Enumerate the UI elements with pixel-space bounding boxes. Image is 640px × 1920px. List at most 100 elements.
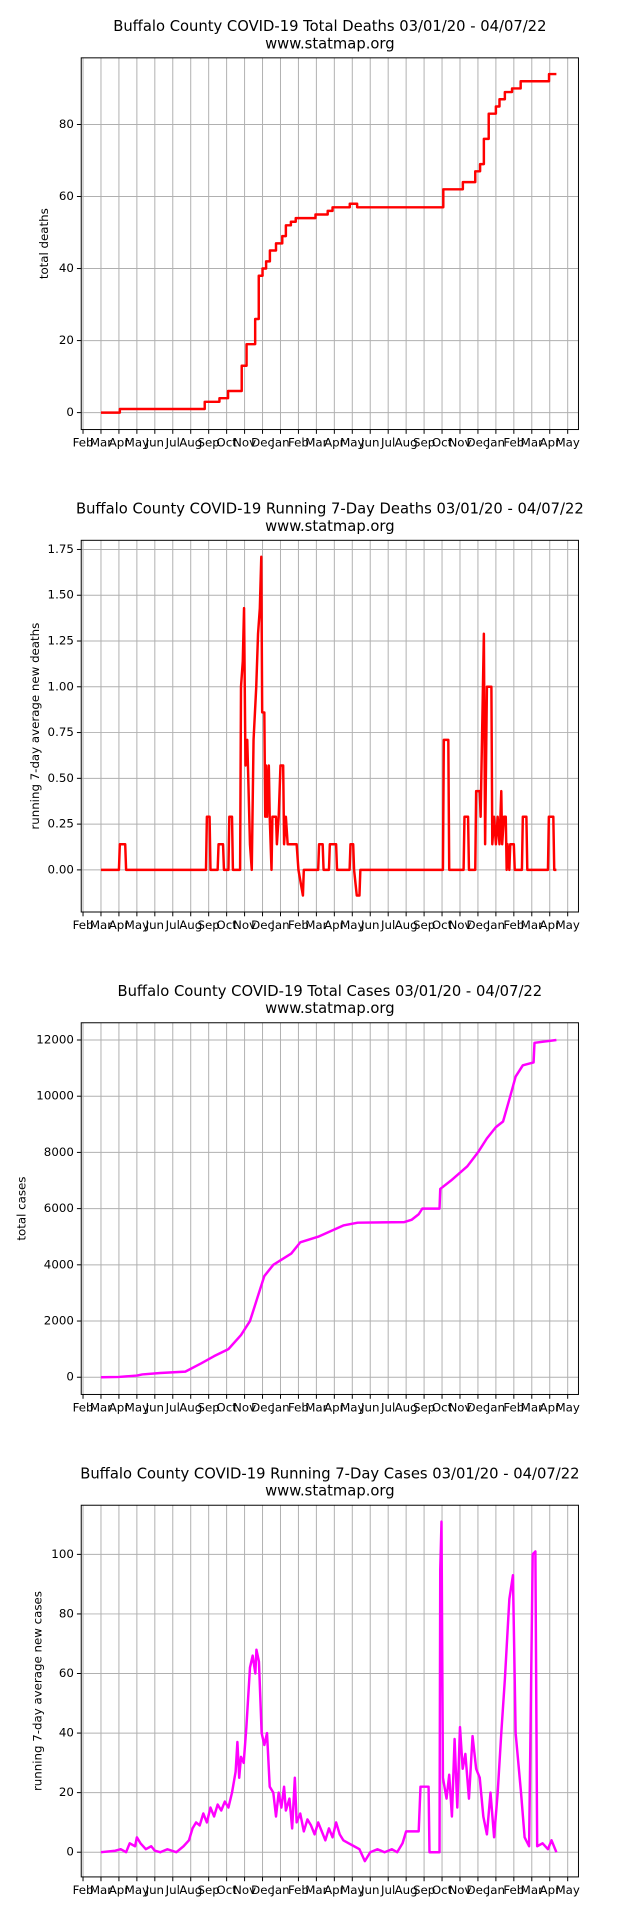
x-tick-label: Sep	[198, 436, 220, 450]
x-tick-label: May	[340, 1883, 364, 1897]
x-tick-label: Oct	[216, 1400, 237, 1414]
x-tick-label: Jul	[380, 436, 395, 450]
x-tick-label: Oct	[432, 1883, 453, 1897]
x-tick-label: Mar	[521, 918, 543, 932]
x-tick-label: Jun	[145, 436, 164, 450]
y-tick-label: 1.50	[48, 588, 74, 602]
x-tick-label: Feb	[503, 1883, 524, 1897]
x-tick-label: Jan	[270, 1400, 289, 1414]
x-tick-label: May	[555, 1400, 579, 1414]
x-tick-label: Jan	[486, 918, 505, 932]
x-tick-label: Feb	[73, 918, 94, 932]
y-tick-label: 80	[59, 117, 74, 131]
x-tick-label: Mar	[305, 1883, 327, 1897]
x-tick-label: Feb	[288, 1400, 309, 1414]
x-tick-label: Apr	[109, 436, 130, 450]
y-tick-label: 1.75	[48, 542, 74, 556]
y-tick-label: 80	[59, 1606, 74, 1620]
x-tick-label: May	[125, 1883, 149, 1897]
x-tick-label: Aug	[179, 436, 202, 450]
x-tick-label: Feb	[73, 436, 94, 450]
x-tick-label: Sep	[413, 436, 435, 450]
x-tick-label: Apr	[109, 918, 130, 932]
y-tick-label: 0.25	[48, 817, 74, 831]
x-tick-label: Dec	[251, 918, 274, 932]
x-tick-label: Mar	[521, 436, 543, 450]
x-tick-label: Apr	[540, 1883, 561, 1897]
x-tick-label: Dec	[467, 436, 490, 450]
y-tick-label: 40	[59, 1726, 74, 1740]
y-tick-label: 0	[66, 1370, 74, 1384]
chart-subtitle: www.statmap.org	[265, 1483, 394, 1500]
chart-subtitle: www.statmap.org	[265, 35, 394, 52]
y-tick-label: 20	[59, 333, 74, 347]
plot-frame	[80, 539, 579, 913]
x-tick-label: Oct	[432, 918, 453, 932]
x-tick-label: Oct	[216, 436, 237, 450]
chart-subtitle: www.statmap.org	[265, 518, 394, 535]
x-tick-label: Nov	[448, 436, 471, 450]
x-tick-label: Nov	[448, 1883, 471, 1897]
y-tick-label: 0.00	[48, 862, 74, 876]
x-tick-label: May	[555, 436, 579, 450]
y-tick-label: 0	[66, 405, 74, 419]
y-tick-label: 8000	[44, 1145, 74, 1159]
y-tick-label: 10000	[36, 1089, 74, 1103]
x-tick-label: Apr	[540, 436, 561, 450]
x-tick-label: May	[125, 918, 149, 932]
x-tick-label: Oct	[432, 1400, 453, 1414]
x-tick-label: Apr	[324, 918, 345, 932]
x-tick-label: Jun	[360, 918, 379, 932]
x-tick-label: Nov	[233, 918, 256, 932]
x-tick-label: Aug	[179, 1883, 202, 1897]
x-tick-label: Apr	[109, 1883, 130, 1897]
chart-subtitle: www.statmap.org	[265, 1000, 394, 1017]
x-tick-label: Nov	[233, 436, 256, 450]
x-tick-label: Nov	[233, 1883, 256, 1897]
x-tick-label: Sep	[198, 918, 220, 932]
x-tick-label: Jan	[486, 1883, 505, 1897]
y-tick-label: 0.75	[48, 725, 74, 739]
x-tick-label: Jan	[270, 1883, 289, 1897]
x-tick-label: Sep	[413, 918, 435, 932]
plot-frame	[80, 1022, 579, 1395]
x-tick-label: Feb	[73, 1400, 94, 1414]
x-tick-label: Dec	[251, 436, 274, 450]
x-tick-label: Apr	[540, 1400, 561, 1414]
x-tick-label: Dec	[467, 1883, 490, 1897]
x-tick-label: Aug	[179, 918, 202, 932]
x-tick-label: Mar	[90, 1400, 112, 1414]
x-tick-label: Dec	[467, 1400, 490, 1414]
chart-title: Buffalo County COVID-19 Running 7-Day De…	[76, 501, 584, 518]
x-tick-label: May	[340, 1400, 364, 1414]
x-tick-label: Oct	[216, 918, 237, 932]
x-tick-label: Aug	[395, 436, 418, 450]
x-tick-label: Jul	[165, 1883, 180, 1897]
x-tick-label: May	[125, 1400, 149, 1414]
x-tick-label: Mar	[90, 918, 112, 932]
chart-title: Buffalo County COVID-19 Running 7-Day Ca…	[80, 1465, 579, 1482]
x-tick-label: Jul	[165, 1400, 180, 1414]
x-tick-label: Sep	[413, 1883, 435, 1897]
y-tick-label: 4000	[44, 1257, 74, 1271]
x-tick-label: Nov	[448, 1400, 471, 1414]
x-tick-label: Feb	[288, 918, 309, 932]
y-axis-label: total cases	[15, 1177, 29, 1241]
y-tick-label: 40	[59, 261, 74, 275]
x-tick-label: May	[340, 918, 364, 932]
x-tick-label: Jun	[145, 1400, 164, 1414]
x-tick-label: Feb	[503, 918, 524, 932]
data-line	[100, 72, 557, 414]
data-line	[100, 1038, 557, 1379]
x-tick-label: Jun	[360, 1400, 379, 1414]
y-tick-label: 6000	[44, 1201, 74, 1215]
x-tick-label: Jan	[270, 436, 289, 450]
x-tick-label: May	[125, 436, 149, 450]
x-tick-label: Jul	[380, 1400, 395, 1414]
y-tick-label: 100	[51, 1547, 74, 1561]
data-line	[100, 555, 557, 897]
plot-frame	[80, 57, 579, 431]
x-tick-label: May	[555, 918, 579, 932]
x-tick-label: Mar	[305, 918, 327, 932]
